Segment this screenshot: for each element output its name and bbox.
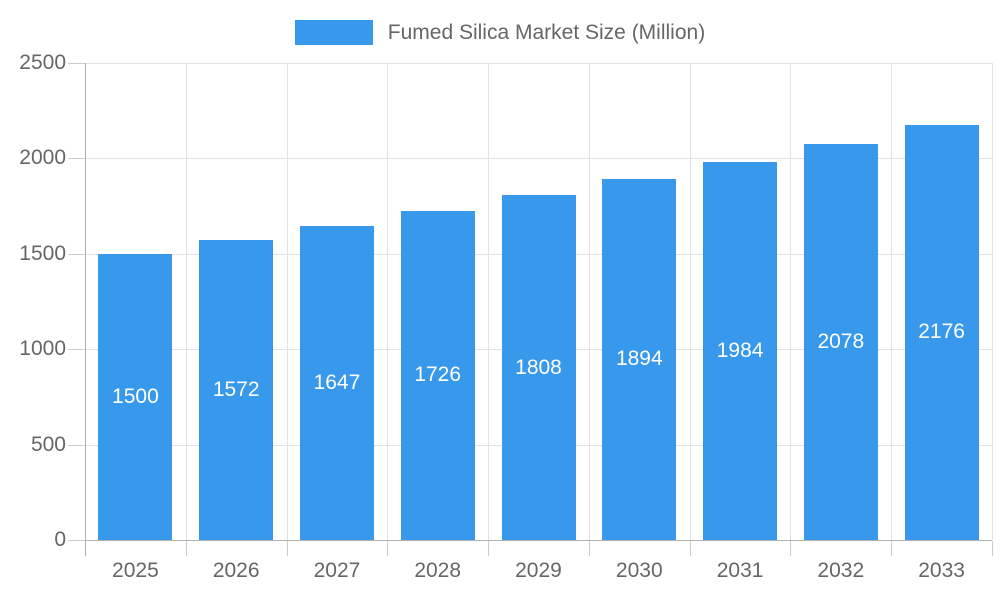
bar[interactable]: 1984 (703, 161, 778, 540)
vertical-gridline (287, 63, 288, 540)
vertical-gridline (589, 63, 590, 540)
vertical-gridline (690, 63, 691, 540)
vertical-gridline (992, 63, 993, 540)
vertical-gridline (891, 63, 892, 540)
x-axis-tick (287, 541, 288, 556)
y-tick-label: 1500 (19, 242, 66, 265)
bar-value-label: 1894 (615, 347, 663, 371)
bar[interactable]: 1894 (602, 178, 677, 540)
bar-value-label: 1572 (212, 378, 260, 402)
y-tick-label: 0 (54, 528, 66, 551)
bar-value-label: 2078 (817, 329, 865, 353)
bar-value-label: 1808 (515, 355, 562, 379)
x-tick-label: 2030 (615, 559, 663, 582)
y-axis-line (85, 63, 86, 556)
x-tick-label: 2032 (817, 559, 865, 582)
x-axis-tick (186, 541, 187, 556)
legend-swatch-icon (294, 19, 373, 45)
y-axis-tick (68, 63, 85, 64)
bar-value-label: 1726 (414, 363, 462, 387)
y-axis-tick (68, 445, 85, 446)
legend-label: Fumed Silica Market Size (Million) (387, 20, 706, 44)
vertical-gridline (488, 63, 489, 540)
x-axis-tick (387, 541, 388, 556)
y-axis-tick (68, 540, 85, 541)
x-tick-label: 2026 (212, 559, 260, 582)
bar[interactable]: 2078 (803, 143, 878, 540)
y-axis-tick (68, 349, 85, 350)
x-tick-label: 2033 (918, 559, 965, 582)
bar[interactable]: 1726 (400, 210, 475, 540)
y-tick-label: 1000 (19, 337, 66, 360)
bar[interactable]: 1572 (199, 240, 274, 540)
x-axis-line (85, 540, 992, 541)
x-tick-label: 2031 (716, 559, 764, 582)
y-tick-label: 2000 (19, 146, 66, 169)
x-axis-tick (992, 541, 993, 556)
bar-value-label: 1647 (313, 370, 361, 394)
horizontal-gridline (86, 63, 992, 64)
y-axis-tick (68, 158, 85, 159)
x-axis-tick (790, 541, 791, 556)
bar-value-label: 1984 (716, 338, 764, 362)
bar[interactable]: 2176 (904, 124, 979, 540)
bar[interactable]: 1500 (98, 253, 173, 540)
bar[interactable]: 1808 (501, 195, 576, 540)
bar-value-label: 2176 (918, 320, 965, 344)
x-tick-label: 2029 (515, 559, 562, 582)
x-axis-tick (488, 541, 489, 556)
vertical-gridline (790, 63, 791, 540)
y-tick-label: 500 (30, 433, 66, 456)
vertical-gridline (387, 63, 388, 540)
vertical-gridline (186, 63, 187, 540)
chart-legend[interactable]: Fumed Silica Market Size (Million) (0, 17, 1000, 47)
x-tick-label: 2027 (313, 559, 361, 582)
x-tick-label: 2025 (112, 559, 159, 582)
x-axis-tick (891, 541, 892, 556)
x-tick-label: 2028 (414, 559, 462, 582)
bar[interactable]: 1647 (299, 225, 374, 540)
bar-value-label: 1500 (112, 384, 159, 408)
horizontal-gridline (86, 158, 992, 159)
x-axis-tick (690, 541, 691, 556)
x-axis-tick (589, 541, 590, 556)
y-axis-tick (68, 254, 85, 255)
y-tick-label: 2500 (19, 51, 66, 74)
